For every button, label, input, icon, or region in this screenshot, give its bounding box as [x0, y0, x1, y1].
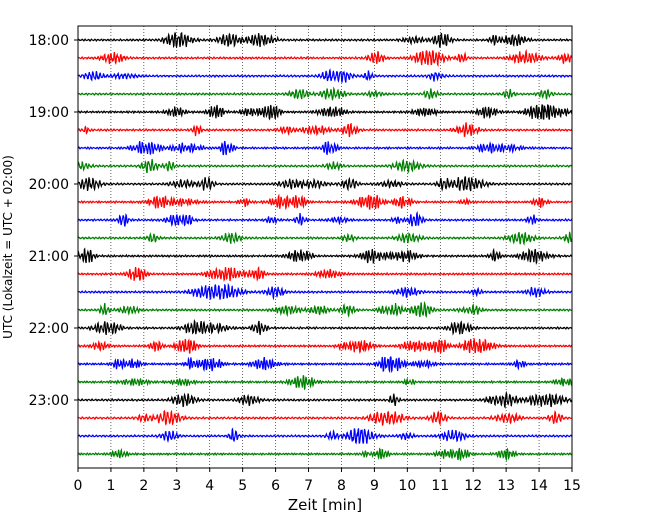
x-tick-label: 11 — [431, 478, 449, 494]
y-tick-label: 22:00 — [29, 321, 69, 337]
seismic-trace — [77, 48, 573, 68]
seismic-trace — [77, 140, 573, 156]
seismic-trace — [77, 447, 573, 462]
seismic-trace — [77, 427, 573, 445]
seismic-trace — [77, 176, 573, 192]
y-axis-label: UTC (Lokalzeit = UTC + 02:00) — [1, 155, 15, 339]
seismic-trace — [77, 337, 573, 355]
y-axis-ticks: 18:00 19:00 20:00 21:00 22:00 23:00 — [29, 33, 78, 409]
y-tick-label: 18:00 — [29, 33, 69, 49]
seismic-trace — [77, 247, 573, 266]
x-tick-label: 7 — [304, 478, 313, 494]
plot-frame — [77, 25, 573, 469]
seismic-trace — [77, 104, 573, 121]
x-axis-label: Zeit [min] — [288, 496, 362, 514]
seismic-trace — [77, 265, 573, 282]
x-tick-label: 12 — [464, 478, 482, 494]
y-tick-label: 21:00 — [29, 249, 69, 265]
seismic-trace — [77, 68, 573, 83]
seismic-trace — [77, 375, 573, 391]
seismic-trace — [77, 300, 573, 318]
y-tick-label: 19:00 — [29, 105, 69, 121]
x-tick-label: 14 — [530, 478, 548, 494]
x-tick-label: 1 — [106, 478, 115, 494]
x-tick-label: 4 — [205, 478, 214, 494]
seismic-traces — [77, 31, 573, 462]
x-tick-label: 3 — [172, 478, 181, 494]
x-tick-label: 15 — [563, 478, 581, 494]
x-tick-label: 0 — [74, 478, 83, 494]
y-tick-label: 23:00 — [29, 393, 69, 409]
x-tick-label: 10 — [398, 478, 416, 494]
seismic-trace — [77, 122, 573, 138]
seismic-trace — [77, 356, 573, 374]
x-axis-ticks: 0 1 2 3 4 5 6 7 8 9 10 11 12 13 14 15 — [74, 468, 581, 494]
plot-background — [78, 26, 572, 468]
seismic-trace — [77, 210, 573, 228]
x-tick-label: 2 — [139, 478, 148, 494]
y-tick-label: 20:00 — [29, 177, 69, 193]
x-tick-label: 13 — [497, 478, 515, 494]
seismic-trace — [77, 31, 573, 49]
seismic-trace — [77, 158, 573, 174]
seismic-trace — [77, 231, 573, 246]
x-tick-label: 5 — [238, 478, 247, 494]
x-tick-label: 9 — [370, 478, 379, 494]
x-tick-label: 8 — [337, 478, 346, 494]
seismic-trace — [77, 390, 573, 409]
seismic-trace — [77, 319, 573, 336]
seismic-trace — [77, 86, 573, 101]
seismic-trace — [77, 409, 573, 427]
x-tick-label: 6 — [271, 478, 280, 494]
seismic-trace — [77, 193, 573, 211]
seismic-trace — [77, 282, 573, 301]
